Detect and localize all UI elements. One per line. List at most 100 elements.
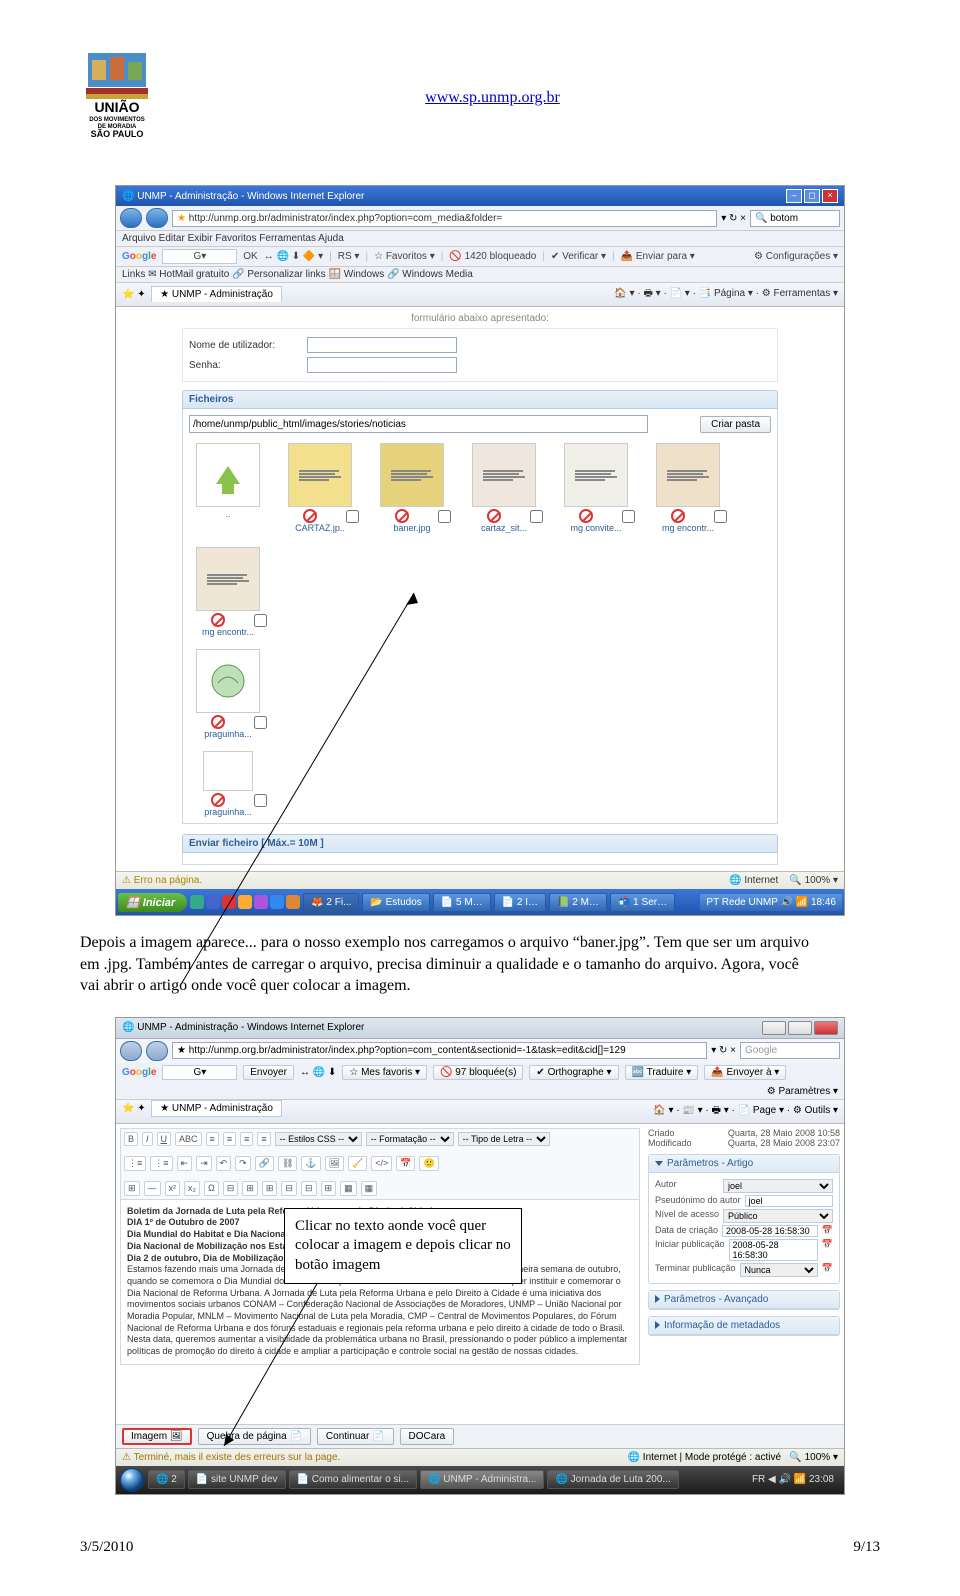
file-checkbox[interactable] [714, 510, 727, 523]
screenshot-ie-article-editor: 🌐 UNMP - Administração - Windows Interne… [115, 1017, 845, 1495]
forward-icon[interactable] [146, 208, 168, 228]
editor-toolbar[interactable]: BIUABC ≡≡≡≡ -- Estilos CSS -- -- Formata… [120, 1128, 640, 1200]
file-item[interactable]: baner.jpg [373, 443, 451, 533]
maximize-icon[interactable] [788, 1021, 812, 1035]
password-label: Senha: [189, 360, 299, 371]
svg-text:UNIÃO: UNIÃO [94, 98, 139, 115]
menu-bar[interactable]: Arquivo Editar Exibir Favoritos Ferramen… [116, 231, 844, 247]
path-input[interactable] [189, 415, 648, 433]
search-input[interactable]: Google [740, 1042, 840, 1059]
font-select[interactable]: -- Tipo de Letra -- [458, 1132, 550, 1146]
publish-end-select[interactable]: Nunca [740, 1263, 818, 1277]
ficheiros-header: Ficheiros [182, 390, 778, 409]
back-icon[interactable] [120, 208, 142, 228]
file-checkbox[interactable] [622, 510, 635, 523]
footer-date: 3/5/2010 [80, 1539, 133, 1556]
start-button[interactable]: 🪟 Iniciar [118, 893, 187, 912]
password-input[interactable] [307, 357, 457, 373]
browser-tab[interactable]: ★ UNMP - Administração [151, 286, 282, 302]
taskbar-item[interactable]: 📄 Como alimentar o si... [289, 1470, 418, 1489]
file-item[interactable]: cartaz_sit... [465, 443, 543, 533]
delete-icon[interactable] [211, 613, 225, 627]
enviar-header: Enviar ficheiro [ Máx.= 10M ] [182, 834, 778, 853]
taskbar-item[interactable]: 🌐 UNMP - Administra... [420, 1470, 544, 1489]
delete-icon[interactable] [487, 509, 501, 523]
forward-icon[interactable] [146, 1041, 168, 1061]
pseudo-input[interactable]: joel [745, 1195, 833, 1207]
create-folder-button[interactable]: Criar pasta [700, 416, 771, 433]
panel-metadados[interactable]: Informação de metadados [649, 1317, 839, 1335]
search-input[interactable]: 🔍 botom [750, 210, 840, 227]
file-item[interactable]: praguinha... [189, 649, 267, 739]
window-title: 🌐 UNMP - Administração - Windows Interne… [122, 1022, 364, 1033]
svg-text:DOS MOVIMENTOS: DOS MOVIMENTOS [89, 117, 145, 123]
status-text: ⚠ Erro na página. [122, 875, 202, 886]
panel-params-avancado[interactable]: Parâmetros - Avançado [649, 1291, 839, 1309]
footer-page: 9/13 [853, 1539, 880, 1556]
taskbar-item[interactable]: 📄 site UNMP dev [188, 1470, 286, 1489]
taskbar-item[interactable]: 📄 5 M… [433, 893, 491, 912]
status-zone: 🌐 Internet 🔍 100% ▾ [729, 875, 838, 886]
page-tools[interactable]: 🏠 ▾ · 📰 ▾ · 🖶 ▾ · 📄 Page ▾ · ⚙ Outils ▾ [653, 1103, 838, 1120]
system-tray[interactable]: FR ◀ 🔊 📶 23:08 [746, 1474, 840, 1485]
taskbar-item[interactable]: 🌐 2 [148, 1470, 185, 1489]
taskbar-item[interactable]: 📂 Estudos [362, 893, 429, 912]
file-item[interactable]: .. [189, 443, 267, 533]
file-checkbox[interactable] [254, 716, 267, 729]
window-title: 🌐 UNMP - Administração - Windows Interne… [122, 191, 364, 202]
delete-icon[interactable] [671, 509, 685, 523]
docara-button[interactable]: DOCara [400, 1428, 455, 1445]
file-item[interactable]: mg encontr... [189, 547, 267, 637]
browser-tab[interactable]: ★ UNMP - Administração [151, 1100, 282, 1117]
delete-icon[interactable] [395, 509, 409, 523]
header-url-link[interactable]: www.sp.unmp.org.br [195, 89, 790, 107]
status-zone: 🌐 Internet | Mode protégé : activé 🔍 100… [628, 1452, 838, 1463]
address-bar[interactable]: ★ http://unmp.org.br/administrator/index… [172, 210, 717, 227]
file-checkbox[interactable] [346, 510, 359, 523]
close-icon[interactable] [814, 1021, 838, 1035]
back-icon[interactable] [120, 1041, 142, 1061]
quicklaunch-icons[interactable] [190, 895, 300, 909]
autor-select[interactable]: joel [723, 1179, 833, 1193]
taskbar-item[interactable]: 📬 1 Ser… [610, 893, 675, 912]
taskbar-item[interactable]: 📗 2 M… [549, 893, 607, 912]
imagem-button[interactable]: Imagem 🖼 [122, 1428, 192, 1445]
minimize-icon[interactable]: – [786, 189, 802, 203]
file-checkbox[interactable] [438, 510, 451, 523]
file-checkbox[interactable] [530, 510, 543, 523]
minimize-icon[interactable] [762, 1021, 786, 1035]
file-checkbox[interactable] [254, 794, 267, 807]
taskbar-item[interactable]: 📄 2 I… [494, 893, 546, 912]
taskbar-item[interactable]: 🦊 2 Fi... [303, 893, 359, 912]
links-bar[interactable]: Links ✉ HotMail gratuito 🔗 Personalizar … [116, 267, 844, 283]
publish-start-input[interactable]: 2008-05-28 16:58:30 [729, 1239, 818, 1261]
delete-icon[interactable] [579, 509, 593, 523]
refresh-icon[interactable]: ▾ ↻ × [721, 213, 746, 224]
taskbar-item[interactable]: 🌐 Jornada de Luta 200... [547, 1470, 678, 1489]
address-bar[interactable]: ★ http://unmp.org.br/administrator/index… [172, 1042, 707, 1059]
file-item[interactable]: praguinha... [189, 751, 267, 817]
panel-params-artigo[interactable]: Parâmetros - Artigo [649, 1155, 839, 1173]
system-tray[interactable]: PT Rede UNMP 🔊 📶 18:46 [700, 894, 842, 911]
form-info: formulário abaixo apresentado: [122, 313, 838, 324]
css-styles-select[interactable]: -- Estilos CSS -- [275, 1132, 362, 1146]
file-item[interactable]: mg convite... [557, 443, 635, 533]
google-toolbar[interactable]: Google G▾ OK ↔ 🌐 ⬇ 🔶 ▾ |RS ▾ |☆ Favorito… [116, 247, 844, 267]
file-item[interactable]: CARTAZ.jp.. [281, 443, 359, 533]
file-item[interactable]: mg encontr... [649, 443, 727, 533]
maximize-icon[interactable]: ◻ [804, 189, 820, 203]
format-select[interactable]: -- Formatação -- [366, 1132, 454, 1146]
delete-icon[interactable] [211, 793, 225, 807]
delete-icon[interactable] [211, 715, 225, 729]
google-logo-icon: Google [122, 251, 156, 262]
delete-icon[interactable] [303, 509, 317, 523]
start-orb[interactable] [120, 1468, 144, 1492]
google-toolbar[interactable]: Google G▾ Envoyer↔ 🌐 ⬇ ☆ Mes favoris ▾ 🚫… [116, 1063, 844, 1100]
instruction-callout: Clicar no texto aonde você quer colocar … [284, 1208, 522, 1285]
access-level-select[interactable]: Público [723, 1209, 833, 1223]
date-created-input[interactable]: 2008-05-28 16:58:30 [722, 1225, 818, 1237]
username-input[interactable] [307, 337, 457, 353]
close-icon[interactable]: × [822, 189, 838, 203]
file-checkbox[interactable] [254, 614, 267, 627]
page-tools[interactable]: 🏠 ▾ · 🖶 ▾ · 📄 ▾ · 📑 Página ▾ · ⚙ Ferrame… [614, 286, 838, 303]
